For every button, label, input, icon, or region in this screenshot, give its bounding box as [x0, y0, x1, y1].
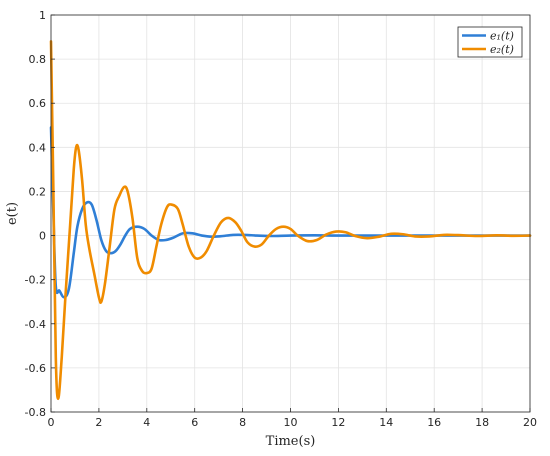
x-tick-label: 6	[191, 416, 198, 429]
legend-box	[457, 26, 523, 58]
series-group	[49, 40, 532, 401]
x-tick-label: 0	[48, 416, 55, 429]
x-axis-title: Time(s)	[266, 434, 316, 449]
x-tick-label: 20	[523, 416, 537, 429]
x-tick-label: 4	[143, 416, 150, 429]
x-tick-label: 14	[379, 416, 393, 429]
ticks	[50, 14, 531, 413]
y-axis-title: e(t)	[5, 202, 20, 225]
y-tick-label: -0.8	[25, 406, 46, 419]
series-line-e1	[49, 126, 532, 299]
x-tick-label: 16	[427, 416, 441, 429]
y-tick-label: 0.4	[29, 141, 47, 154]
series-line-e2	[49, 40, 532, 401]
x-tick-label: 12	[331, 416, 345, 429]
y-tick-label: 0.2	[29, 185, 47, 198]
legend-label-e1: e₁(t)	[490, 30, 514, 43]
x-tick-label: 18	[475, 416, 489, 429]
y-tick-label: 0.8	[29, 53, 47, 66]
y-tick-label: 0.6	[29, 97, 47, 110]
x-tick-label: 2	[95, 416, 102, 429]
y-tick-label: -0.4	[25, 318, 46, 331]
x-tick-label: 10	[284, 416, 298, 429]
y-tick-label: -0.6	[25, 362, 46, 375]
legend-label-e2: e₂(t)	[490, 43, 514, 56]
y-tick-label: 0	[39, 230, 46, 243]
x-tick-labels: 0 2 4 6 8 10 12 14 16 18 20	[48, 416, 538, 429]
legend: e₁(t) e₂(t)	[457, 26, 523, 58]
y-tick-label: -0.2	[25, 274, 46, 287]
x-tick-label: 8	[239, 416, 246, 429]
y-tick-label: 1	[39, 9, 46, 22]
y-tick-labels: -0.8 -0.6 -0.4 -0.2 0 0.2 0.4 0.6 0.8 1	[25, 9, 46, 419]
